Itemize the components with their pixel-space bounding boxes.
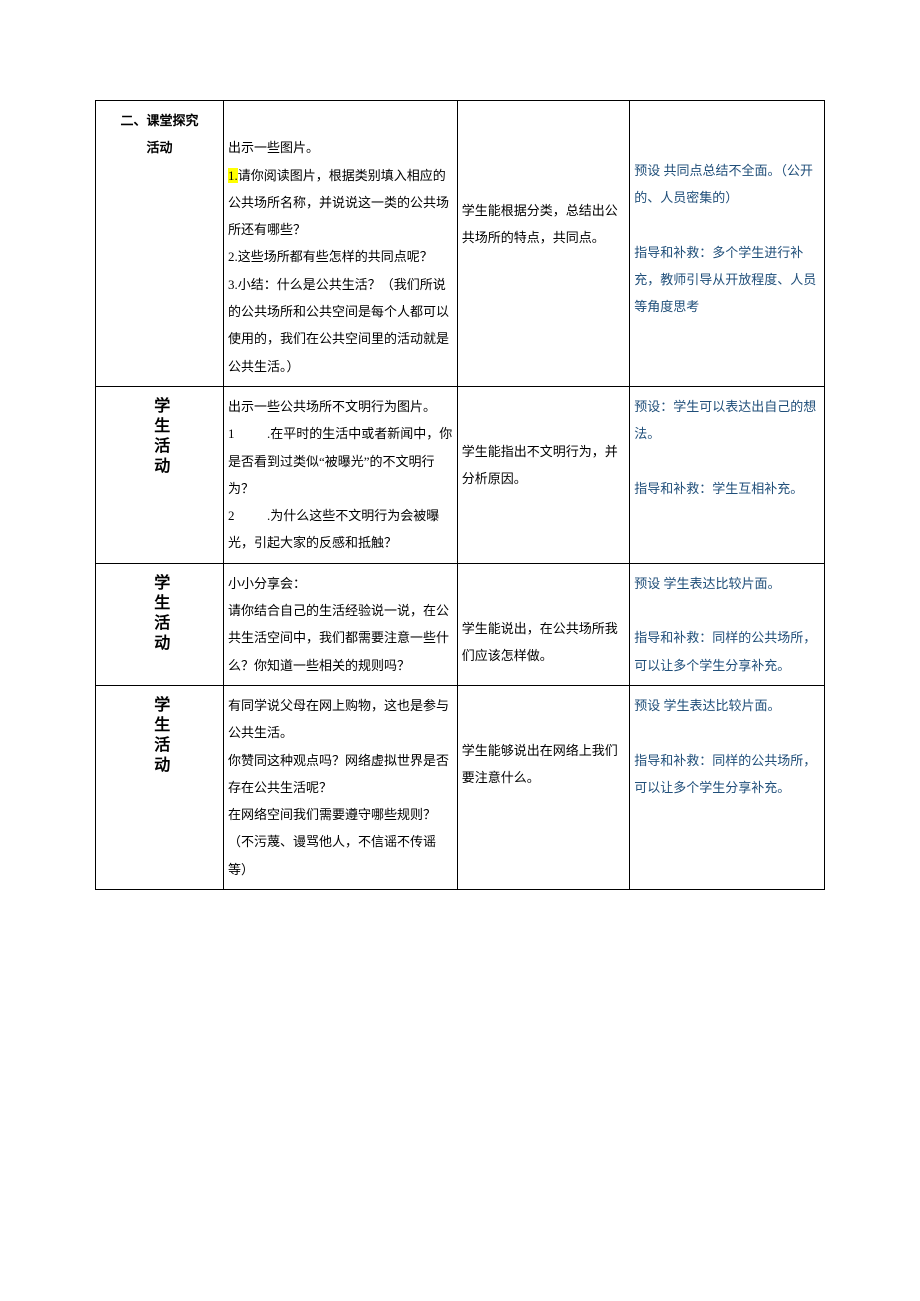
preset-text: 预设 学生表达比较片面。: [634, 692, 820, 719]
table-row: 学生活动 有同学说父母在网上购物，这也是参与公共生活。你赞同这种观点吗？网络虚拟…: [96, 685, 825, 889]
teacher-activity-cell: 小小分享会：请你结合自己的生活经验说一说，在公共生活空间中，我们都需要注意一些什…: [223, 563, 457, 685]
notes-cell: 预设 学生表达比较片面。 指导和补救：同样的公共场所，可以让多个学生分享补充。: [630, 563, 825, 685]
preset-text: 预设 共同点总结不全面。（公开的、人员密集的）: [634, 157, 820, 212]
student-outcome-cell: 学生能指出不文明行为，并分析原因。: [457, 386, 630, 563]
table-row: 学生活动 小小分享会：请你结合自己的生活经验说一说，在公共生活空间中，我们都需要…: [96, 563, 825, 685]
highlight-marker: 1.: [228, 168, 238, 183]
teacher-activity-cell: 出示一些公共场所不文明行为图片。1 .在平时的生活中或者新闻中，你是否看到过类似…: [223, 386, 457, 563]
student-outcome-cell: 学生能说出，在公共场所我们应该怎样做。: [457, 563, 630, 685]
preset-text: 预设 学生表达比较片面。: [634, 570, 820, 597]
vertical-label: 学生活动: [143, 574, 177, 654]
student-outcome-text: 学生能指出不文明行为，并分析原因。: [462, 393, 626, 493]
teacher-activity-cell: 有同学说父母在网上购物，这也是参与公共生活。你赞同这种观点吗？网络虚拟世界是否存…: [223, 685, 457, 889]
section-header-cell: 二、课堂探究 活动: [96, 101, 224, 387]
vertical-label: 学生活动: [143, 397, 177, 477]
lesson-plan-table: 二、课堂探究 活动 出示一些图片。1.请你阅读图片，根据类别填入相应的公共场所名…: [95, 100, 825, 890]
notes-cell: 预设 学生表达比较片面。 指导和补救：同样的公共场所，可以让多个学生分享补充。: [630, 685, 825, 889]
notes-group: 预设 共同点总结不全面。（公开的、人员密集的） 指导和补救：多个学生进行补充，教…: [634, 107, 820, 321]
student-outcome-text: 学生能说出，在公共场所我们应该怎样做。: [462, 570, 626, 670]
guide-text: 指导和补救：同样的公共场所，可以让多个学生分享补充。: [634, 747, 820, 802]
student-outcome-cell: 学生能根据分类，总结出公共场所的特点，共同点。: [457, 101, 630, 387]
guide-text: 指导和补救：同样的公共场所，可以让多个学生分享补充。: [634, 624, 820, 679]
teacher-activity-text: 出示一些公共场所不文明行为图片。1 .在平时的生活中或者新闻中，你是否看到过类似…: [228, 393, 453, 557]
notes-cell: 预设 共同点总结不全面。（公开的、人员密集的） 指导和补救：多个学生进行补充，教…: [630, 101, 825, 387]
activity-label-cell: 学生活动: [96, 563, 224, 685]
teacher-activity-text: 出示一些图片。1.请你阅读图片，根据类别填入相应的公共场所名称，并说说这一类的公…: [228, 134, 453, 380]
section-title-line2: 活动: [100, 134, 219, 161]
activity-label-cell: 学生活动: [96, 386, 224, 563]
student-outcome-cell: 学生能够说出在网络上我们要注意什么。: [457, 685, 630, 889]
table-row: 学生活动 出示一些公共场所不文明行为图片。1 .在平时的生活中或者新闻中，你是否…: [96, 386, 825, 563]
student-outcome-text: 学生能够说出在网络上我们要注意什么。: [462, 692, 626, 792]
notes-cell: 预设：学生可以表达出自己的想法。 指导和补救：学生互相补充。: [630, 386, 825, 563]
section-title-line1: 二、课堂探究: [100, 107, 219, 134]
vertical-label: 学生活动: [143, 696, 177, 776]
teacher-activity-text: 有同学说父母在网上购物，这也是参与公共生活。你赞同这种观点吗？网络虚拟世界是否存…: [228, 692, 453, 883]
preset-text: 预设：学生可以表达出自己的想法。: [634, 393, 820, 448]
guide-text: 指导和补救：学生互相补充。: [634, 475, 820, 502]
table-row: 二、课堂探究 活动 出示一些图片。1.请你阅读图片，根据类别填入相应的公共场所名…: [96, 101, 825, 387]
guide-text: 指导和补救：多个学生进行补充，教师引导从开放程度、人员等角度思考: [634, 239, 820, 321]
student-outcome-text: 学生能根据分类，总结出公共场所的特点，共同点。: [462, 107, 626, 252]
teacher-activity-cell: 出示一些图片。1.请你阅读图片，根据类别填入相应的公共场所名称，并说说这一类的公…: [223, 101, 457, 387]
activity-label-cell: 学生活动: [96, 685, 224, 889]
table-body: 二、课堂探究 活动 出示一些图片。1.请你阅读图片，根据类别填入相应的公共场所名…: [96, 101, 825, 890]
teacher-activity-text: 小小分享会：请你结合自己的生活经验说一说，在公共生活空间中，我们都需要注意一些什…: [228, 570, 453, 679]
